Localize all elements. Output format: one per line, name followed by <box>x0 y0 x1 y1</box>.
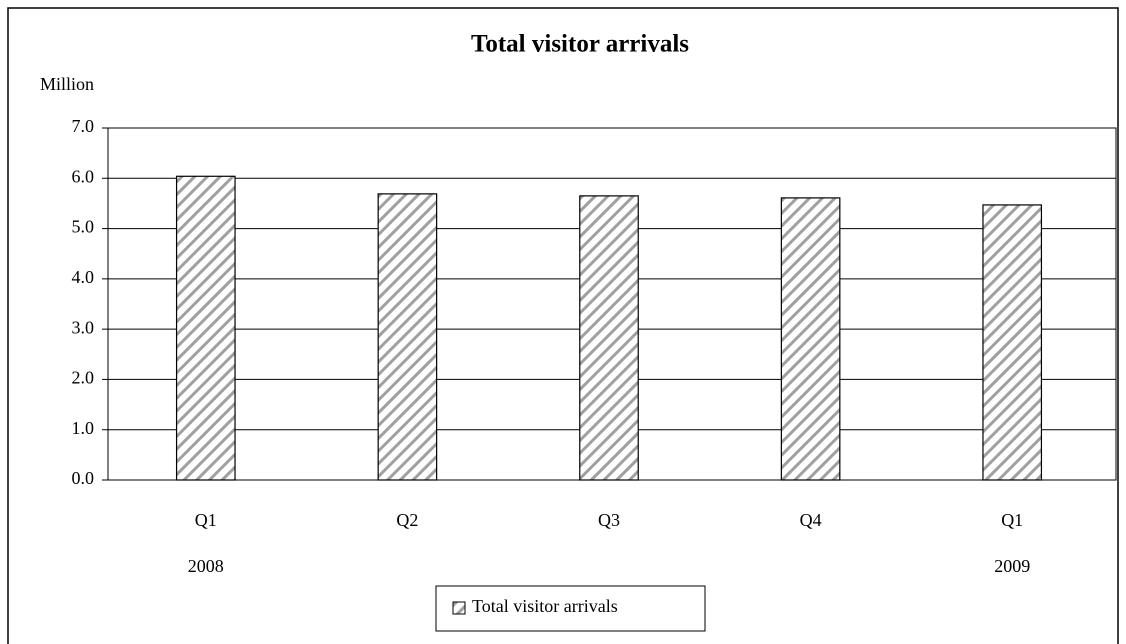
y-tick-label: 4.0 <box>72 267 95 287</box>
y-axis-label: Million <box>40 74 94 94</box>
bar <box>175 175 236 481</box>
legend-box <box>435 585 706 632</box>
x-tick-label: Q2 <box>396 510 418 530</box>
y-tick-label: 7.0 <box>72 116 95 136</box>
bar <box>982 204 1043 481</box>
chart-title: Total visitor arrivals <box>471 31 689 58</box>
bar <box>780 197 841 481</box>
bar <box>579 195 639 481</box>
y-tick-label: 0.0 <box>72 468 95 488</box>
y-tick-label: 2.0 <box>72 368 95 388</box>
x-tick-label: Q1 <box>195 510 217 530</box>
y-tick-label: 5.0 <box>72 217 95 237</box>
y-tick-label: 3.0 <box>72 317 95 337</box>
x-tick-label: Q4 <box>800 510 822 530</box>
x-tick-label: Q1 <box>1001 510 1023 530</box>
x-group-label: 2009 <box>994 556 1030 576</box>
y-tick-label: 6.0 <box>72 166 95 186</box>
y-tick-label: 1.0 <box>72 418 95 438</box>
chart-border <box>7 7 1119 644</box>
bar <box>377 193 438 481</box>
x-group-label: 2008 <box>188 556 224 576</box>
legend-label: Total visitor arrivals <box>472 596 618 616</box>
legend-swatch <box>452 601 466 615</box>
x-tick-label: Q3 <box>598 510 620 530</box>
